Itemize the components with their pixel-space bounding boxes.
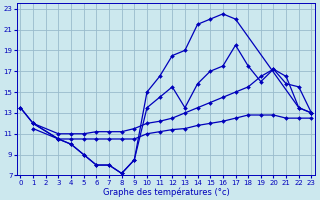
X-axis label: Graphe des températures (°c): Graphe des températures (°c) bbox=[103, 187, 229, 197]
